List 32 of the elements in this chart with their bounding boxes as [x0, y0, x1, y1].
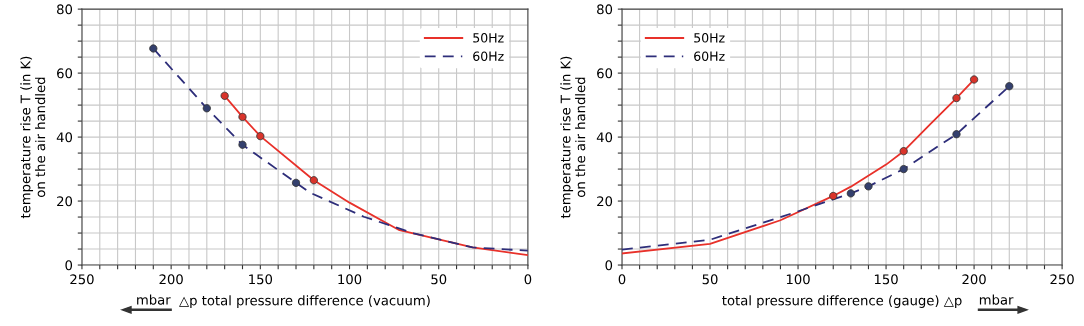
y-axis-title: temperature rise T (in K) on the air handled	[20, 56, 46, 219]
x-tick-label: 250	[1050, 274, 1074, 285]
y-tick-label: 0	[65, 260, 73, 271]
y-tick-label: 40	[56, 132, 73, 143]
x-tick-label: 250	[70, 274, 94, 285]
x-tick-label: 150	[874, 274, 898, 285]
y-tick-label: 20	[597, 196, 613, 207]
x-tick-label: 100	[786, 274, 810, 285]
legend-label: 50Hz	[694, 33, 725, 43]
y-tick-label: 20	[57, 196, 73, 207]
legend-label: 50Hz	[473, 33, 504, 43]
x-tick-label: 50	[431, 274, 447, 285]
text: mbar	[979, 294, 1014, 305]
x-tick-label: 150	[249, 274, 273, 285]
x-axis-title: △p total pressure difference (vacuum)	[179, 295, 430, 308]
x-tick-label: 50	[702, 274, 718, 285]
x-tick-label: 0	[618, 274, 626, 285]
x-tick-label: 200	[159, 274, 183, 285]
legend-label: 60Hz	[694, 51, 725, 61]
x-tick-label: 200	[962, 274, 986, 285]
y-tick-label: 80	[57, 4, 73, 15]
legend-label: 60Hz	[473, 51, 504, 61]
y-tick-label: 60	[597, 68, 613, 79]
x-tick-label: 100	[338, 274, 362, 285]
y-tick-label: 60	[57, 68, 73, 79]
x-tick-label: 0	[524, 274, 532, 285]
y-tick-label: 80	[597, 4, 613, 15]
x-axis-title: total pressure difference (gauge) △p	[722, 295, 962, 308]
y-tick-label: 0	[605, 260, 613, 271]
text: mbar	[137, 294, 171, 305]
y-axis-title: temperature rise T (in K) on the air handled	[560, 56, 586, 219]
y-tick-label: 40	[596, 132, 613, 143]
